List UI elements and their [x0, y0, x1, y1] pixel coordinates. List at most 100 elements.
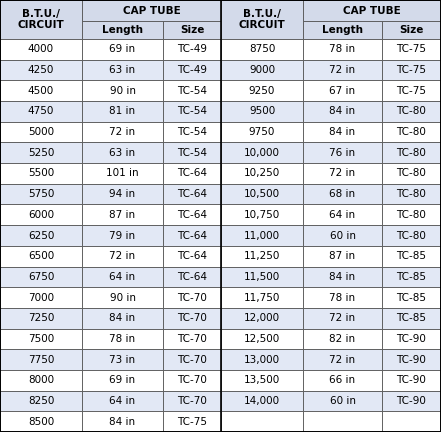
Text: 6750: 6750 [28, 272, 54, 282]
Bar [382, 204, 441, 225]
Text: 10,250: 10,250 [244, 168, 280, 178]
Bar [221, 411, 303, 432]
Bar [382, 39, 441, 60]
Text: 90 in: 90 in [109, 86, 135, 96]
Bar [163, 143, 221, 163]
Text: 7000: 7000 [28, 292, 54, 302]
Bar [82, 101, 163, 122]
Bar [221, 267, 303, 287]
Bar [382, 184, 441, 204]
Text: 63 in: 63 in [109, 65, 135, 75]
Text: 94 in: 94 in [109, 189, 135, 199]
Bar [82, 204, 163, 225]
Bar [382, 329, 441, 349]
Text: 78 in: 78 in [109, 334, 135, 344]
Bar [0, 308, 82, 329]
Bar [82, 122, 163, 143]
Text: 9500: 9500 [249, 106, 275, 116]
Bar [303, 163, 382, 184]
Bar [82, 163, 163, 184]
Text: 87 in: 87 in [329, 251, 355, 261]
Bar [303, 287, 382, 308]
Bar [382, 411, 441, 432]
Text: TC-90: TC-90 [396, 355, 426, 365]
Text: 14,000: 14,000 [244, 396, 280, 406]
Text: Length: Length [322, 25, 363, 35]
Text: TC-64: TC-64 [177, 251, 207, 261]
Text: 84 in: 84 in [329, 272, 355, 282]
Bar [82, 411, 163, 432]
Text: 8500: 8500 [28, 416, 54, 427]
Bar [0, 122, 82, 143]
Text: 73 in: 73 in [109, 355, 135, 365]
Bar [163, 122, 221, 143]
Bar [163, 184, 221, 204]
Bar [0, 287, 82, 308]
Bar [382, 101, 441, 122]
Text: 4500: 4500 [28, 86, 54, 96]
Text: TC-70: TC-70 [177, 313, 207, 323]
Text: 101 in: 101 in [106, 168, 139, 178]
Bar [382, 80, 441, 101]
Bar [163, 21, 221, 39]
Bar [221, 329, 303, 349]
Bar [163, 204, 221, 225]
Text: 82 in: 82 in [329, 334, 355, 344]
Bar [163, 308, 221, 329]
Bar [0, 370, 82, 391]
Text: TC-64: TC-64 [177, 231, 207, 241]
Bar [163, 370, 221, 391]
Text: 10,750: 10,750 [244, 210, 280, 220]
Text: 10,000: 10,000 [244, 148, 280, 158]
Bar [221, 349, 303, 370]
Bar [303, 267, 382, 287]
Bar [0, 39, 82, 60]
Text: 11,500: 11,500 [244, 272, 280, 282]
Text: 11,750: 11,750 [244, 292, 280, 302]
Text: 8250: 8250 [28, 396, 54, 406]
Text: TC-90: TC-90 [396, 334, 426, 344]
Bar [163, 349, 221, 370]
Bar [0, 225, 82, 246]
Text: 11,000: 11,000 [244, 231, 280, 241]
Text: 4000: 4000 [28, 44, 54, 54]
Bar [82, 349, 163, 370]
Text: Size: Size [399, 25, 424, 35]
Text: 5000: 5000 [28, 127, 54, 137]
Bar [163, 225, 221, 246]
Text: 68 in: 68 in [329, 189, 355, 199]
Bar [303, 308, 382, 329]
Bar [82, 267, 163, 287]
Bar [82, 143, 163, 163]
Text: 5500: 5500 [28, 168, 54, 178]
Text: 90 in: 90 in [109, 292, 135, 302]
Text: 72 in: 72 in [329, 65, 355, 75]
Bar [163, 163, 221, 184]
Text: TC-64: TC-64 [177, 210, 207, 220]
Text: TC-80: TC-80 [396, 231, 426, 241]
Text: 7500: 7500 [28, 334, 54, 344]
Text: TC-90: TC-90 [396, 396, 426, 406]
Text: 63 in: 63 in [109, 148, 135, 158]
Bar [0, 101, 82, 122]
Bar [221, 80, 303, 101]
Bar [82, 391, 163, 411]
Text: CAP TUBE: CAP TUBE [123, 6, 180, 16]
Bar [0, 143, 82, 163]
Bar [303, 411, 382, 432]
Text: 69 in: 69 in [109, 44, 135, 54]
Text: 84 in: 84 in [109, 416, 135, 427]
Bar [163, 101, 221, 122]
Bar [221, 225, 303, 246]
Bar [221, 163, 303, 184]
Text: TC-80: TC-80 [396, 106, 426, 116]
Bar [163, 246, 221, 267]
Text: 72 in: 72 in [329, 313, 355, 323]
Text: TC-75: TC-75 [396, 86, 426, 96]
Text: 12,500: 12,500 [244, 334, 280, 344]
Text: 6250: 6250 [28, 231, 54, 241]
Text: 9000: 9000 [249, 65, 275, 75]
Text: 78 in: 78 in [329, 292, 355, 302]
Bar [221, 391, 303, 411]
Bar [0, 411, 82, 432]
